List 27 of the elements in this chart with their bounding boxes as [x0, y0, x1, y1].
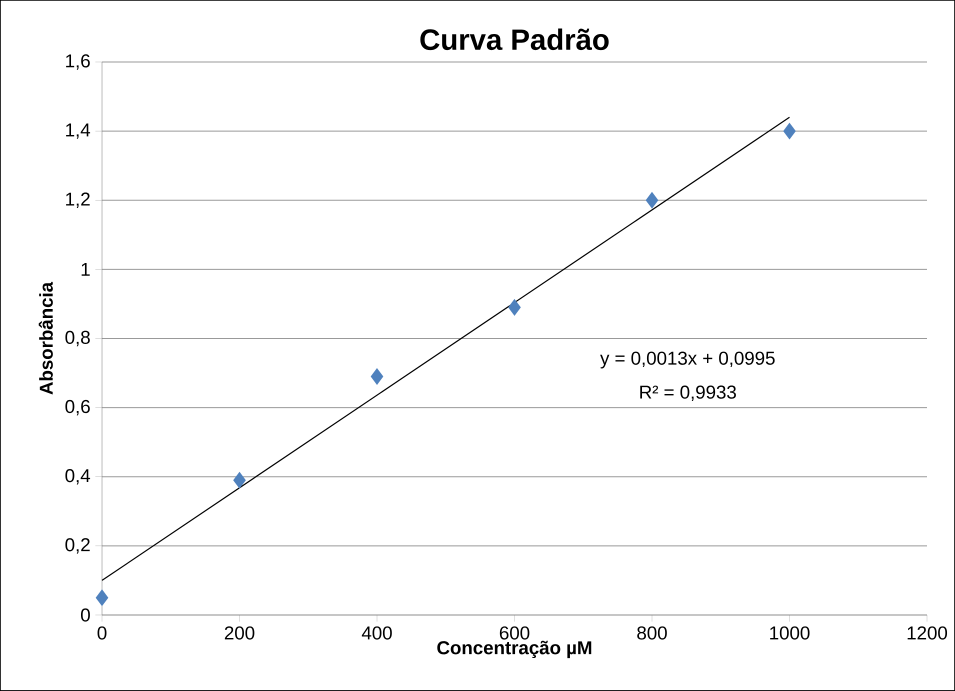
x-tick-label: 400 — [362, 626, 392, 640]
y-tick-label: 1,2 — [66, 192, 90, 208]
chart-title: Curva Padrão — [420, 28, 609, 50]
point — [370, 368, 384, 385]
x-tick-label: 1000 — [770, 626, 810, 640]
point — [96, 589, 108, 606]
x-tick-label: 600 — [500, 626, 530, 640]
point — [508, 299, 521, 316]
x-tick-label: 800 — [637, 626, 667, 640]
y-tick-label: 0,8 — [65, 330, 90, 346]
y-tick-label: 1,4 — [66, 124, 90, 139]
point — [646, 192, 658, 209]
x-tick-label: 0 — [98, 626, 106, 640]
x-tick-label: 200 — [224, 626, 254, 640]
y-axis-title: Absorbância — [38, 282, 53, 395]
y-tick-label: 1 — [82, 262, 90, 276]
y-tick-label: 0 — [80, 608, 90, 622]
y-tick-label: 0,4 — [65, 469, 90, 484]
x-tick-label: 1200 — [908, 626, 948, 640]
point — [233, 472, 246, 488]
y-tick-label: 1,6 — [66, 54, 90, 70]
y-tick-label: 0,6 — [65, 400, 90, 416]
point — [783, 122, 796, 140]
y-tick-label: 0,2 — [65, 538, 90, 554]
annotation: y = 0,0013x + 0,0995 — [600, 352, 775, 369]
annotation: R² = 0,9933 — [640, 386, 736, 401]
x-axis-title: Concentração µM — [437, 640, 592, 658]
